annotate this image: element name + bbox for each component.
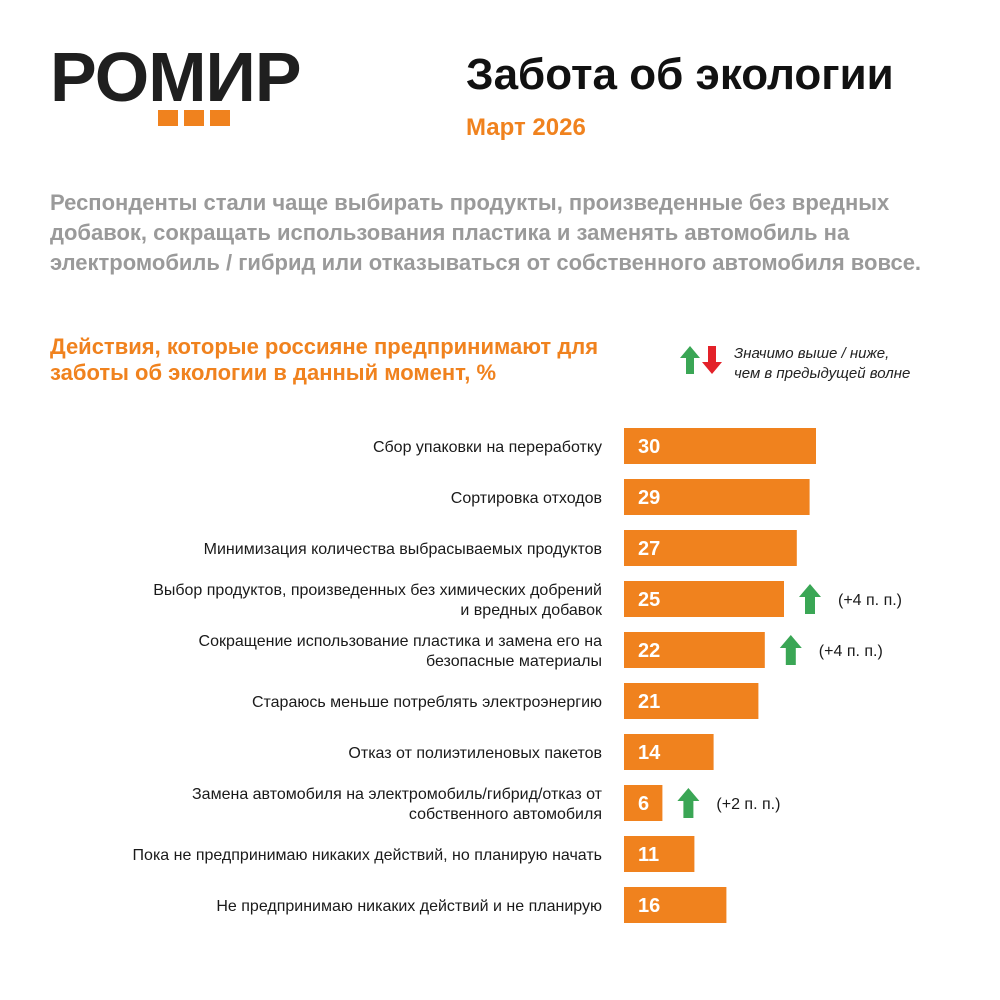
bar	[624, 530, 797, 566]
category-label: Выбор продуктов, произведенных без химич…	[153, 582, 602, 599]
category-label: Не предпринимаю никаких действий и не пл…	[216, 898, 602, 915]
change-label: (+4 п. п.)	[819, 643, 883, 660]
page-title: Забота об экологии	[466, 50, 894, 99]
bar	[624, 632, 765, 668]
romir-logo: РОМИР	[50, 38, 302, 126]
logo-dot	[210, 110, 230, 126]
page-date: Март 2026	[466, 114, 586, 141]
bar	[624, 836, 695, 872]
change-label: (+4 п. п.)	[838, 592, 902, 609]
bar	[624, 428, 816, 464]
arrow-up-icon	[799, 584, 821, 614]
category-label: и вредных добавок	[460, 602, 603, 619]
category-label: собственного автомобиля	[409, 806, 602, 823]
logo-dots	[158, 110, 230, 126]
bar-value-label: 16	[638, 895, 660, 917]
arrow-up-icon	[779, 635, 802, 665]
category-label: Отказ от полиэтиленовых пакетов	[348, 745, 602, 762]
category-label: безопасные материалы	[426, 653, 602, 670]
summary-text: Респонденты стали чаще выбирать продукты…	[50, 190, 922, 275]
bar-value-label: 30	[638, 436, 660, 458]
bar-value-label: 11	[638, 844, 659, 866]
category-label: Замена автомобиля на электромобиль/гибри…	[192, 786, 603, 803]
category-label: Сокращение использование пластика и заме…	[199, 633, 603, 650]
bar-value-label: 21	[638, 691, 660, 713]
bar-value-label: 6	[638, 793, 649, 815]
legend-arrows	[680, 346, 722, 374]
arrow-down-icon	[702, 346, 722, 374]
logo-dot	[158, 110, 178, 126]
logo-dot	[184, 110, 204, 126]
bar	[624, 683, 759, 719]
category-label: Сортировка отходов	[451, 490, 602, 507]
legend-text-line: чем в предыдущей волне	[734, 365, 911, 382]
arrow-up-icon	[680, 346, 700, 374]
bar	[624, 785, 663, 821]
category-label: Минимизация количества выбрасываемых про…	[204, 541, 602, 558]
bar-value-label: 14	[638, 742, 661, 764]
category-label: Стараюсь меньше потреблять электроэнерги…	[252, 694, 602, 711]
logo-text: РОМИР	[50, 38, 302, 116]
bar	[624, 479, 810, 515]
chart-title: Действия, которые россияне предпринимают…	[50, 334, 599, 385]
bar-value-label: 27	[638, 538, 660, 560]
legend-text-line: Значимо выше / ниже,	[734, 345, 890, 362]
arrow-up-icon	[677, 788, 700, 818]
category-label: Сбор упаковки на переработку	[373, 439, 602, 456]
bar-value-label: 25	[638, 589, 660, 611]
bar	[624, 581, 784, 617]
bar	[624, 734, 714, 770]
legend: Значимо выше / ниже, чем в предыдущей во…	[680, 344, 954, 384]
bar-value-label: 29	[638, 487, 660, 509]
category-label: Пока не предпринимаю никаких действий, н…	[133, 847, 602, 864]
bar-value-label: 22	[638, 640, 660, 662]
change-label: (+2 п. п.)	[716, 796, 780, 813]
bar	[624, 887, 727, 923]
legend-text: Значимо выше / ниже, чем в предыдущей во…	[734, 344, 954, 384]
